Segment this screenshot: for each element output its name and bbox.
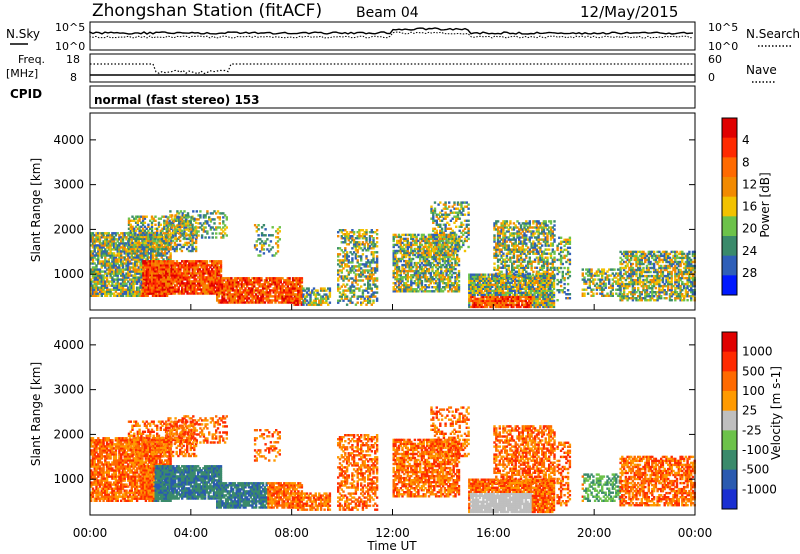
x-tick-label: 20:00 — [577, 526, 612, 540]
colorbar-segment — [722, 177, 737, 198]
velocity-data — [90, 406, 696, 514]
freq-label-line1: Freq. — [18, 53, 45, 66]
cpid-panel: CPID normal (fast stereo) 153 — [10, 85, 696, 109]
nsearch-label: N.Search — [746, 27, 800, 41]
colorbar-tick: 12 — [742, 177, 757, 191]
freq-panel: Freq. [MHz] 18 8 60 0 Nave — [6, 53, 777, 84]
colorbar-segment — [722, 216, 737, 237]
colorbar-segment — [722, 371, 737, 392]
x-tick-label: 04:00 — [174, 526, 209, 540]
colorbar-segment — [722, 450, 737, 471]
colorbar-tick: 100 — [742, 384, 765, 398]
colorbar-segment — [722, 489, 737, 510]
figure-title: Zhongshan Station (fitACF) — [92, 1, 322, 21]
colorbar-segment — [722, 236, 737, 257]
y-tick-label: 2000 — [53, 222, 84, 236]
colorbar-tick: 8 — [742, 155, 750, 169]
x-tick-label: 00:00 — [73, 526, 108, 540]
colorbar-segment — [722, 410, 737, 431]
velocity-panel: 1000 2000 3000 4000 Slant Range [km] 1000 50… — [29, 304, 783, 553]
power-colorbar-label: Power [dB] — [758, 172, 772, 237]
y-tick-label: 4000 — [53, 133, 84, 147]
colorbar-tick: 4 — [742, 133, 750, 147]
colorbar-segment — [722, 157, 737, 178]
colorbar-segment — [722, 118, 737, 139]
y-tick-label: 3000 — [53, 178, 84, 192]
colorbar-segment — [722, 275, 737, 296]
colorbar-tick: -500 — [742, 463, 769, 477]
y-tick-label: 3000 — [53, 383, 84, 397]
nsky-tick-bottom: 10^0 — [55, 40, 85, 53]
colorbar-segment — [722, 196, 737, 217]
x-tick-label: 12:00 — [375, 526, 410, 540]
date-label: 12/May/2015 — [580, 3, 678, 21]
colorbar-tick: 28 — [742, 266, 757, 280]
freq-label-line2: [MHz] — [6, 67, 38, 80]
colorbar-tick: 20 — [742, 222, 757, 236]
colorbar-tick: 16 — [742, 200, 757, 214]
x-axis-label: Time UT — [366, 539, 417, 553]
y-tick-label: 2000 — [53, 427, 84, 441]
nave-label: Nave — [746, 63, 777, 77]
colorbar-tick: -100 — [742, 443, 769, 457]
nsky-tick-top: 10^5 — [55, 21, 85, 34]
beam-label: Beam 04 — [356, 5, 419, 21]
nsky-series — [89, 27, 694, 35]
velocity-colorbar-label: Velocity [m s-1] — [769, 366, 783, 460]
colorbar-segment — [722, 351, 737, 372]
power-panel: 1000 2000 3000 4000 Slant Range [km] 4 8 12 16… — [29, 112, 772, 311]
colorbar-tick: 1000 — [742, 345, 773, 359]
x-tick-label: 16:00 — [476, 526, 511, 540]
x-tick-label: 00:00 — [678, 526, 713, 540]
nsky-label: N.Sky — [6, 27, 40, 41]
colorbar-segment — [722, 391, 737, 412]
colorbar-segment — [722, 430, 737, 451]
colorbar-segment — [722, 469, 737, 490]
colorbar-tick: 24 — [742, 244, 757, 258]
colorbar-tick: -25 — [742, 423, 762, 437]
nave-series — [90, 63, 693, 75]
colorbar-tick: -1000 — [742, 482, 777, 496]
y-tick-label: 1000 — [53, 267, 84, 281]
colorbar-tick: 500 — [742, 364, 765, 378]
nsearch-tick-top: 10^5 — [708, 21, 738, 34]
freq-tick-bottom: 8 — [70, 71, 77, 84]
freq-tick-top: 18 — [66, 53, 80, 66]
y-tick-label: 4000 — [53, 338, 84, 352]
cpid-text: normal (fast stereo) 153 — [94, 93, 260, 107]
cpid-label: CPID — [10, 87, 42, 101]
nsearch-series — [89, 31, 694, 39]
nsearch-tick-bottom: 10^0 — [708, 40, 738, 53]
nsky-panel: N.Sky 10^5 10^0 10^5 10^0 N.Search — [6, 21, 800, 53]
power-data — [90, 201, 696, 309]
colorbar-tick: 25 — [742, 404, 757, 418]
colorbar-segment — [722, 255, 737, 276]
velocity-ylabel: Slant Range [km] — [29, 362, 43, 466]
colorbar-segment — [722, 332, 737, 353]
nave-tick-top: 60 — [708, 53, 722, 66]
x-tick-label: 08:00 — [274, 526, 309, 540]
power-ylabel: Slant Range [km] — [29, 158, 43, 262]
y-tick-label: 1000 — [53, 472, 84, 486]
colorbar-segment — [722, 137, 737, 158]
nave-tick-bottom: 0 — [708, 71, 715, 84]
